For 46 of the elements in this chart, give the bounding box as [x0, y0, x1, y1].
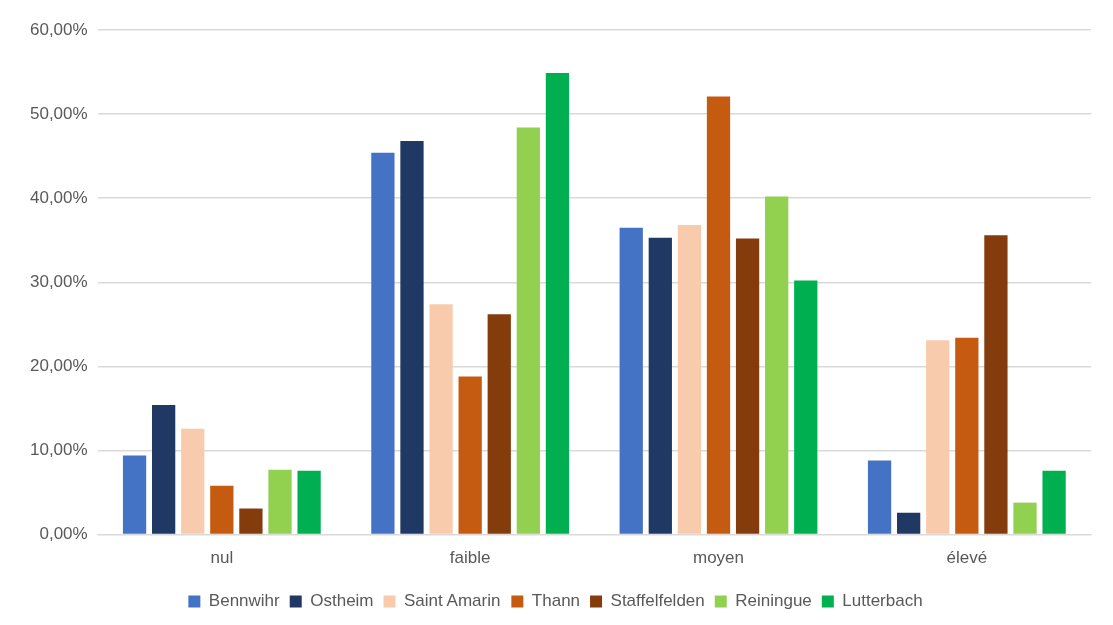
y-tick-label: 0,00%: [39, 524, 88, 544]
bar: [429, 304, 453, 534]
legend-label: Lutterbach: [842, 591, 923, 611]
bar: [677, 225, 702, 534]
bar: [400, 141, 424, 534]
bar: [926, 340, 950, 534]
bar: [765, 196, 789, 534]
bar: [1042, 470, 1066, 534]
bar: [239, 508, 263, 534]
y-tick-label: 30,00%: [29, 271, 88, 291]
x-tick-label: élevé: [946, 548, 988, 568]
y-tick-label: 20,00%: [29, 356, 88, 376]
bar: [487, 314, 511, 534]
bar: [955, 337, 979, 534]
legend-label: Saint Amarin: [404, 591, 501, 611]
legend-label: Staffelfelden: [610, 591, 705, 611]
bar: [516, 127, 540, 534]
bar: [545, 72, 570, 534]
bar: [735, 238, 760, 534]
legend-label: Reiningue: [735, 591, 812, 611]
x-tick-label: nul: [210, 548, 234, 568]
y-tick-label: 50,00%: [29, 103, 88, 123]
legend-label: Ostheim: [310, 591, 374, 611]
legend-label: Thann: [531, 591, 581, 611]
bar: [648, 237, 672, 534]
bar: [210, 485, 234, 534]
y-tick-label: 10,00%: [29, 440, 88, 460]
bar: [706, 96, 731, 534]
bar: [984, 235, 1008, 534]
legend-label: Bennwihr: [208, 591, 281, 611]
bar: [297, 470, 321, 534]
bar: [152, 405, 176, 534]
bar: [1013, 502, 1037, 534]
x-tick-label: faible: [449, 548, 491, 568]
bar: [371, 152, 395, 534]
y-tick-label: 60,00%: [29, 19, 88, 39]
bar: [458, 376, 482, 534]
bar: [867, 460, 892, 534]
bar: [181, 428, 205, 534]
bar: [268, 469, 292, 534]
bar: [122, 455, 147, 534]
y-tick-label: 40,00%: [29, 187, 88, 207]
x-tick-label: moyen: [692, 548, 745, 568]
bar: [794, 280, 818, 534]
bar: [619, 227, 643, 534]
bar: [897, 512, 921, 534]
